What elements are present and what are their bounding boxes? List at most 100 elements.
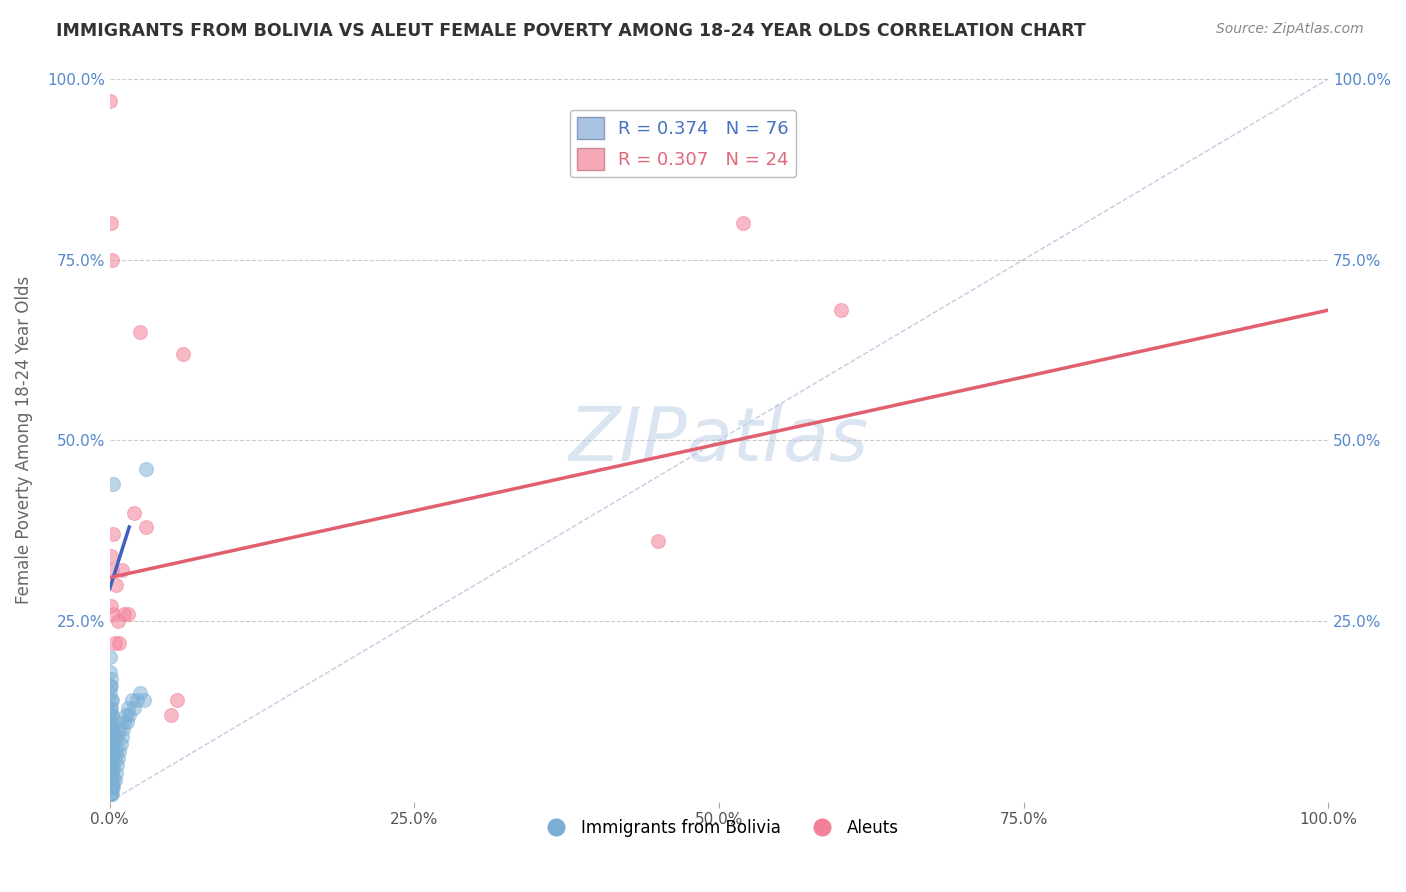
Point (101, 765, 124, 780)
Point (98, 772, 121, 787)
Point (104, 578, 127, 592)
Point (112, 723, 135, 737)
Point (100, 693, 122, 707)
Point (111, 730, 134, 744)
Point (101, 707, 124, 722)
Point (98, 715, 121, 730)
Point (647, 534, 669, 549)
Point (104, 635, 127, 649)
Point (98, 788, 121, 802)
Point (98, 737, 121, 751)
Point (98, 686, 121, 700)
Point (101, 252, 124, 267)
Point (100, 672, 122, 686)
Point (103, 715, 125, 730)
Point (104, 751, 127, 765)
Point (101, 476, 124, 491)
Point (101, 780, 124, 794)
Legend: Immigrants from Bolivia, Aleuts: Immigrants from Bolivia, Aleuts (533, 813, 905, 844)
Point (98, 730, 121, 744)
Point (122, 700, 145, 714)
Point (100, 751, 122, 765)
Point (101, 751, 124, 765)
Point (101, 744, 124, 758)
Point (98, 650, 121, 665)
Point (100, 707, 122, 722)
Point (98, 707, 121, 722)
Point (104, 772, 127, 787)
Point (114, 707, 136, 722)
Point (100, 788, 122, 802)
Point (100, 772, 122, 787)
Point (125, 693, 148, 707)
Point (104, 765, 127, 780)
Point (100, 700, 122, 714)
Point (166, 693, 188, 707)
Point (100, 737, 122, 751)
Point (104, 730, 127, 744)
Point (101, 772, 124, 787)
Point (129, 686, 152, 700)
Point (103, 737, 125, 751)
Point (100, 780, 122, 794)
Point (118, 707, 141, 722)
Point (107, 614, 129, 628)
Text: IMMIGRANTS FROM BOLIVIA VS ALEUT FEMALE POVERTY AMONG 18-24 YEAR OLDS CORRELATIO: IMMIGRANTS FROM BOLIVIA VS ALEUT FEMALE … (56, 22, 1085, 40)
Point (100, 599, 122, 614)
Point (100, 723, 122, 737)
Point (108, 723, 131, 737)
Point (121, 693, 143, 707)
Point (98, 94, 121, 108)
Point (103, 527, 125, 541)
Point (100, 744, 122, 758)
Point (100, 549, 122, 563)
Point (100, 693, 122, 707)
Point (100, 730, 122, 744)
Point (103, 758, 125, 772)
Point (132, 693, 155, 707)
Point (98, 665, 121, 679)
Point (135, 462, 157, 476)
Text: ZIPatlas: ZIPatlas (569, 404, 869, 476)
Point (112, 715, 135, 730)
Text: Source: ZipAtlas.com: Source: ZipAtlas.com (1216, 22, 1364, 37)
Point (100, 765, 122, 780)
Point (830, 303, 852, 318)
Point (108, 635, 131, 649)
Point (100, 723, 122, 737)
Point (98, 679, 121, 693)
Point (98, 780, 121, 794)
Point (101, 563, 124, 577)
Point (117, 700, 139, 714)
Point (98, 744, 121, 758)
Point (104, 744, 127, 758)
Point (107, 751, 129, 765)
Point (98, 758, 121, 772)
Point (105, 758, 128, 772)
Point (135, 520, 157, 534)
Point (100, 780, 122, 794)
Point (112, 607, 135, 621)
Point (101, 723, 124, 737)
Point (129, 325, 152, 339)
Point (100, 758, 122, 772)
Point (98, 723, 121, 737)
Y-axis label: Female Poverty Among 18-24 Year Olds: Female Poverty Among 18-24 Year Olds (15, 277, 32, 605)
Point (111, 563, 134, 577)
Point (100, 737, 122, 751)
Point (172, 346, 194, 360)
Point (733, 217, 755, 231)
Point (122, 506, 145, 520)
Point (98, 765, 121, 780)
Point (100, 751, 122, 765)
Point (108, 744, 131, 758)
Point (159, 707, 181, 722)
Point (105, 730, 128, 744)
Point (115, 715, 138, 730)
Point (100, 788, 122, 802)
Point (100, 217, 122, 231)
Point (100, 715, 122, 730)
Point (103, 607, 125, 621)
Point (117, 607, 139, 621)
Point (101, 737, 124, 751)
